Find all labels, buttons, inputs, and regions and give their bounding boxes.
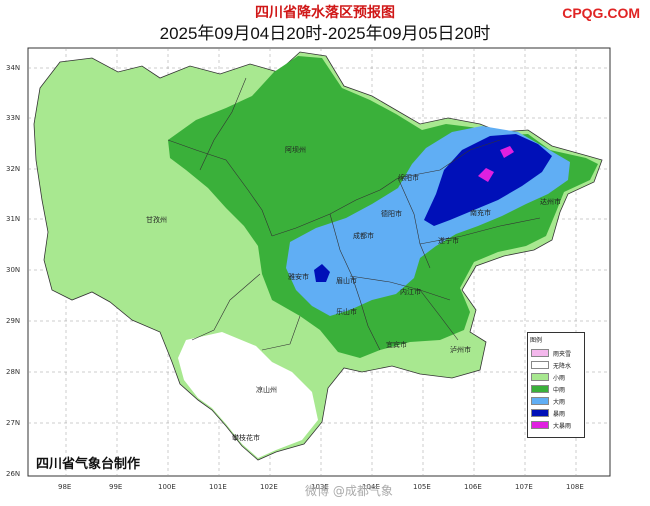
legend-item: 无降水 [528, 359, 584, 371]
legend-label: 小雨 [553, 374, 566, 382]
forecast-period: 2025年09月04日20时-2025年09月05日20时 [159, 24, 491, 43]
lon-label: 100E [158, 483, 176, 491]
legend-item: 大雨 [528, 395, 584, 407]
city-label-deyang: 德阳市 [381, 209, 402, 218]
lat-label: 29N [6, 317, 20, 325]
city-label-ganzi: 甘孜州 [146, 215, 167, 224]
legend-item: 暴雨 [528, 407, 584, 419]
city-label-panzhihua: 攀枝花市 [232, 433, 260, 442]
legend-title: 图例 [530, 337, 543, 344]
rainstorm-area [314, 264, 330, 282]
legend-swatch [531, 385, 549, 393]
lon-label: 101E [209, 483, 227, 491]
city-label-meishan: 眉山市 [336, 276, 357, 285]
legend-swatch [531, 349, 549, 357]
lon-label: 103E [311, 483, 329, 491]
lat-label: 33N [6, 114, 20, 122]
lat-label: 28N [6, 368, 20, 376]
legend-swatch [531, 397, 549, 405]
city-label-dazhou: 达州市 [540, 197, 561, 206]
legend-swatch [531, 373, 549, 381]
watermark: CPQG.COM [562, 5, 640, 21]
legend-item: 小雨 [528, 371, 584, 383]
city-label-chengdu: 成都市 [353, 231, 374, 240]
lat-label: 26N [6, 470, 20, 478]
legend-item: 中雨 [528, 383, 584, 395]
lat-label: 31N [6, 215, 20, 223]
city-label-luzhou: 泸州市 [450, 345, 471, 354]
legend-label: 大雨 [553, 398, 566, 406]
legend-swatch [531, 361, 549, 369]
lon-label: 102E [260, 483, 278, 491]
issuer-credit: 四川省气象台制作 [36, 457, 141, 472]
prefecture-boundaries [167, 77, 541, 351]
lon-label: 107E [515, 483, 533, 491]
lat-label: 30N [6, 266, 20, 274]
lat-label: 32N [6, 165, 20, 173]
city-label-nanchong: 南充市 [470, 208, 491, 217]
latitude-labels: 34N 33N 32N 31N 30N 29N 28N 27N 26N [6, 64, 20, 478]
lon-label: 106E [464, 483, 482, 491]
map-legend: 图例 雨夹雪 无降水 小雨 中雨 大雨 暴雨 大暴雨 [527, 332, 585, 438]
legend-swatch [531, 409, 549, 417]
city-label-neijiang: 内江市 [400, 287, 421, 296]
lon-label: 98E [58, 483, 71, 491]
lat-label: 34N [6, 64, 20, 72]
city-label-liangshan: 凉山州 [256, 385, 277, 394]
city-label-mianyang: 绵阳市 [398, 173, 419, 182]
lon-label: 99E [109, 483, 122, 491]
lon-label: 108E [566, 483, 584, 491]
legend-item: 大暴雨 [528, 419, 584, 431]
weibo-watermark: 微博 @成都气象 [305, 484, 393, 498]
legend-label: 无降水 [553, 362, 572, 370]
no-rain-area [178, 332, 318, 458]
lon-label: 104E [362, 483, 380, 491]
legend-label: 暴雨 [553, 410, 566, 418]
lat-label: 27N [6, 419, 20, 427]
torrential-rain-area [500, 146, 514, 158]
legend-label: 大暴雨 [553, 422, 572, 430]
city-label-suining: 遂宁市 [438, 236, 459, 245]
city-label-aba: 阿坝州 [285, 145, 306, 154]
map-title: 四川省降水落区预报图 [255, 5, 395, 21]
city-label-yibin: 宜宾市 [386, 340, 407, 349]
city-label-yaan: 雅安市 [288, 272, 309, 281]
longitude-labels: 98E 99E 100E 101E 102E 103E 104E 105E 10… [58, 483, 584, 491]
legend-swatch [531, 421, 549, 429]
city-label-leshan: 乐山市 [336, 307, 357, 316]
city-labels: 阿坝州 绵阳市 德阳市 成都市 遂宁市 南充市 达州市 甘孜州 雅安市 眉山市 … [146, 145, 561, 442]
torrential-rain-area [478, 168, 494, 182]
legend-label: 中雨 [553, 386, 566, 394]
legend-item: 雨夹雪 [528, 347, 584, 359]
lon-label: 105E [413, 483, 431, 491]
legend-label: 雨夹雪 [553, 350, 572, 358]
